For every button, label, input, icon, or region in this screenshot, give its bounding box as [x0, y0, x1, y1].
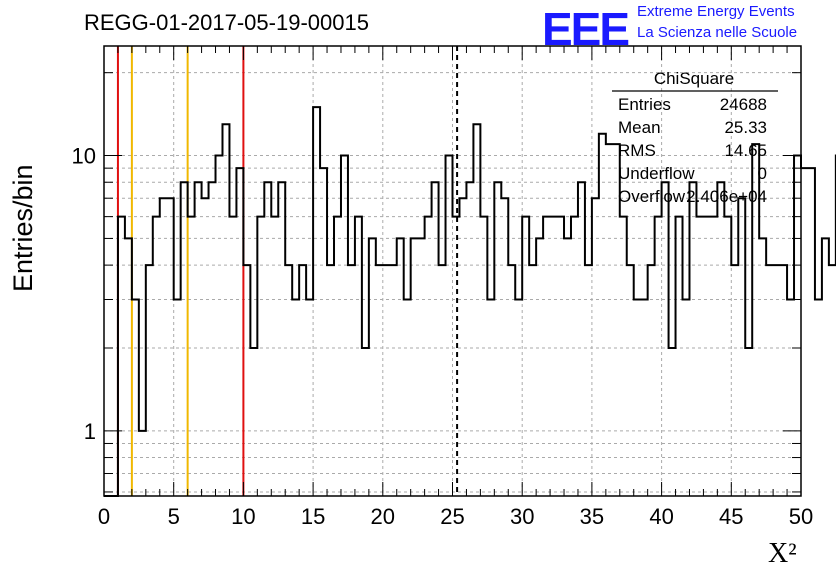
stats-label: Underflow: [618, 164, 695, 183]
x-axis-label: X²: [768, 538, 797, 569]
logo-line-1: Extreme Energy Events: [637, 3, 795, 20]
x-tick-label: 30: [510, 504, 534, 529]
y-tick-label: 1: [84, 419, 96, 444]
x-tick-label: 15: [301, 504, 325, 529]
stats-value: 24688: [720, 95, 767, 114]
chart-title: REGG-01-2017-05-19-00015: [84, 10, 369, 35]
x-tick-label: 20: [371, 504, 395, 529]
stats-label: RMS: [618, 141, 656, 160]
x-tick-label: 10: [231, 504, 255, 529]
stats-title: ChiSquare: [654, 69, 734, 88]
logo-line-2: La Scienza nelle Scuole: [637, 24, 798, 41]
eee-logo: EEE: [542, 3, 630, 55]
x-tick-label: 25: [440, 504, 464, 529]
stats-value: 2.406e+04: [686, 187, 767, 206]
stats-label: Entries: [618, 95, 671, 114]
stats-label: Mean: [618, 118, 661, 137]
x-tick-label: 50: [789, 504, 813, 529]
x-tick-label: 35: [580, 504, 604, 529]
stats-value: 25.33: [724, 118, 767, 137]
histogram-line: [104, 106, 836, 497]
x-tick-label: 40: [649, 504, 673, 529]
y-tick-label: 10: [72, 144, 96, 169]
stats-label: Overflow: [618, 187, 686, 206]
y-axis-label: Entries/bin: [8, 164, 38, 292]
stats-value: 14.65: [724, 141, 767, 160]
x-tick-label: 45: [719, 504, 743, 529]
x-tick-label: 0: [98, 504, 110, 529]
stats-value: 0: [758, 164, 767, 183]
x-tick-label: 5: [168, 504, 180, 529]
